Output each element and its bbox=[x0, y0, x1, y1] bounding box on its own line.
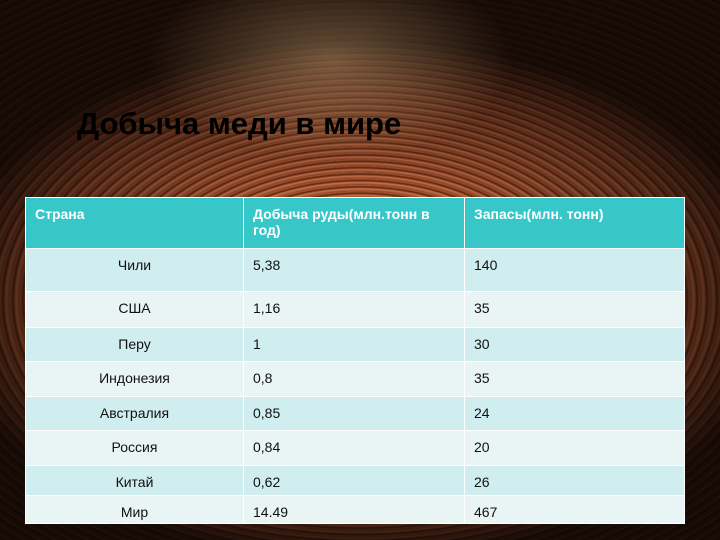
value-cell: 140 bbox=[464, 248, 685, 292]
country-cell: Россия bbox=[25, 430, 244, 466]
value-cell: 1,16 bbox=[243, 291, 465, 328]
table-body: Чили 5,38 140 США 1,16 35 Перу 1 30 Индонезия 0,8 3… bbox=[25, 248, 685, 524]
value-cell: 0,85 bbox=[243, 396, 465, 431]
header-cell: Страна bbox=[25, 197, 244, 249]
header-cell: Добыча руды(млн.тонн в год) bbox=[243, 197, 465, 249]
value-cell: 20 bbox=[464, 430, 685, 466]
value-cell: 0,84 bbox=[243, 430, 465, 466]
table-row: Китай 0,62 26 bbox=[25, 465, 685, 496]
value-cell: 467 bbox=[464, 495, 685, 524]
value-cell: 35 bbox=[464, 291, 685, 328]
value-cell: 26 bbox=[464, 465, 685, 496]
country-cell: Индонезия bbox=[25, 361, 244, 397]
table-row: Мир 14.49 467 bbox=[25, 495, 685, 524]
value-cell: 30 bbox=[464, 327, 685, 362]
country-cell: Чили bbox=[25, 248, 244, 292]
country-cell: Мир bbox=[25, 495, 244, 524]
table-row: Австралия 0,85 24 bbox=[25, 396, 685, 431]
value-cell: 5,38 bbox=[243, 248, 465, 292]
country-cell: Китай bbox=[25, 465, 244, 496]
value-cell: 0,62 bbox=[243, 465, 465, 496]
country-cell: Перу bbox=[25, 327, 244, 362]
table-row: Перу 1 30 bbox=[25, 327, 685, 362]
table: Страна Добыча руды(млн.тонн в год) Запас… bbox=[25, 197, 685, 524]
header-row: Страна Добыча руды(млн.тонн в год) Запас… bbox=[25, 197, 685, 249]
slide-title: Добыча меди в мире bbox=[77, 106, 402, 141]
value-cell: 14.49 bbox=[243, 495, 465, 524]
value-cell: 0,8 bbox=[243, 361, 465, 397]
country-cell: США bbox=[25, 291, 244, 328]
header-cell: Запасы(млн. тонн) bbox=[464, 197, 685, 249]
value-cell: 1 bbox=[243, 327, 465, 362]
value-cell: 35 bbox=[464, 361, 685, 397]
country-cell: Австралия bbox=[25, 396, 244, 431]
table-row: Россия 0,84 20 bbox=[25, 430, 685, 466]
value-cell: 24 bbox=[464, 396, 685, 431]
table-row: США 1,16 35 bbox=[25, 291, 685, 328]
table-row: Индонезия 0,8 35 bbox=[25, 361, 685, 397]
table-row: Чили 5,38 140 bbox=[25, 248, 685, 292]
